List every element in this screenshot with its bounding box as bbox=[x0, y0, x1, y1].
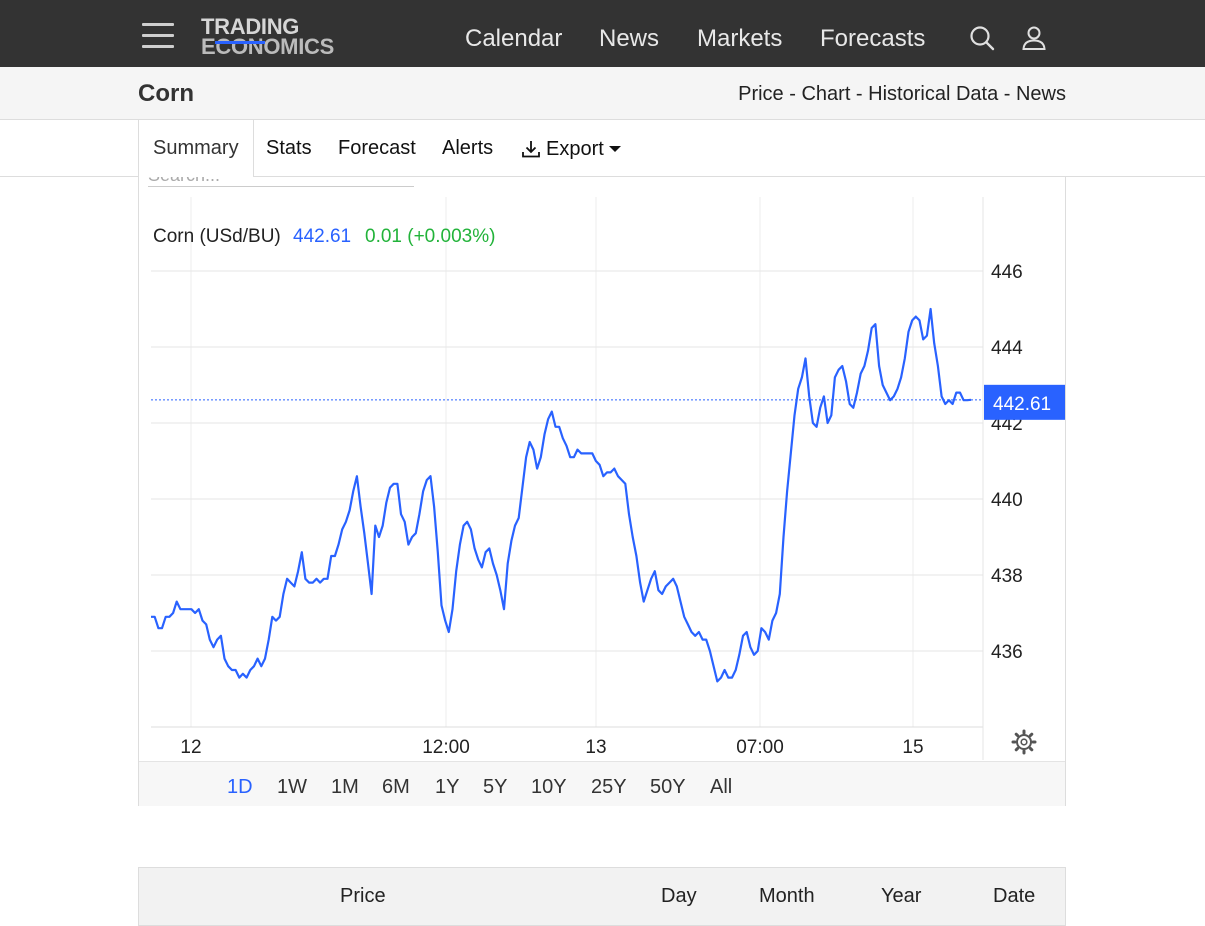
caret-down-icon bbox=[608, 145, 621, 152]
nav-calendar[interactable]: Calendar bbox=[465, 25, 563, 52]
brand-line-1: TRADING bbox=[201, 14, 300, 39]
col-date: Date bbox=[993, 885, 1036, 907]
range-5y[interactable]: 5Y bbox=[483, 776, 508, 798]
download-icon bbox=[522, 140, 540, 157]
link-historical-data[interactable]: Historical Data bbox=[868, 83, 999, 105]
range-1m[interactable]: 1M bbox=[331, 776, 359, 798]
link-news[interactable]: News bbox=[1015, 83, 1066, 105]
range-50y[interactable]: 50Y bbox=[650, 776, 686, 798]
top-navigation-bar: TRADING ECONOMICS Calendar News Markets … bbox=[0, 0, 1205, 67]
brand-logo[interactable]: TRADING ECONOMICS bbox=[201, 14, 334, 59]
link-price[interactable]: Price bbox=[738, 83, 784, 105]
col-day: Day bbox=[661, 885, 697, 907]
brand-line-2: ECONOMICS bbox=[201, 34, 334, 59]
tab-summary[interactable]: Summary bbox=[138, 120, 254, 177]
user-icon[interactable] bbox=[1020, 24, 1048, 52]
range-10y[interactable]: 10Y bbox=[531, 776, 567, 798]
nav-markets[interactable]: Markets bbox=[697, 25, 783, 52]
tab-forecast[interactable]: Forecast bbox=[338, 137, 416, 159]
range-1d[interactable]: 1D bbox=[227, 776, 253, 798]
selected-range-indicator bbox=[215, 41, 265, 44]
range-6m[interactable]: 6M bbox=[382, 776, 410, 798]
section-links: Price - Chart - Historical Data - News bbox=[738, 83, 1066, 106]
search-icon[interactable] bbox=[968, 24, 996, 52]
link-separator: - bbox=[850, 83, 869, 105]
chart-panel bbox=[138, 120, 1066, 806]
link-separator: - bbox=[783, 83, 802, 105]
menu-icon[interactable] bbox=[142, 23, 174, 49]
tab-alerts[interactable]: Alerts bbox=[442, 137, 494, 159]
col-month: Month bbox=[759, 885, 815, 907]
nav-news[interactable]: News bbox=[599, 25, 660, 52]
tab-stats[interactable]: Stats bbox=[266, 137, 312, 159]
range-all[interactable]: All bbox=[710, 776, 733, 798]
link-separator: - bbox=[998, 83, 1016, 105]
range-25y[interactable]: 25Y bbox=[591, 776, 627, 798]
link-chart[interactable]: Chart bbox=[801, 83, 851, 105]
range-1w[interactable]: 1W bbox=[277, 776, 307, 798]
export-label: Export bbox=[546, 137, 604, 160]
instrument-header: Corn Price - Chart - Historical Data - N… bbox=[0, 67, 1205, 120]
page-title: Corn bbox=[138, 80, 194, 107]
price-table-header: Price Day Month Year Date bbox=[138, 867, 1066, 926]
range-1y[interactable]: 1Y bbox=[435, 776, 460, 798]
tab-bar: Summary Stats Forecast Alerts Export bbox=[0, 120, 1205, 177]
col-year: Year bbox=[881, 885, 922, 907]
export-dropdown[interactable]: Export bbox=[520, 120, 622, 177]
nav-forecasts[interactable]: Forecasts bbox=[820, 25, 926, 52]
range-selector: 1D 1W 1M 6M 1Y 5Y 10Y 25Y 50Y All bbox=[139, 761, 1065, 806]
col-price: Price bbox=[340, 885, 386, 907]
